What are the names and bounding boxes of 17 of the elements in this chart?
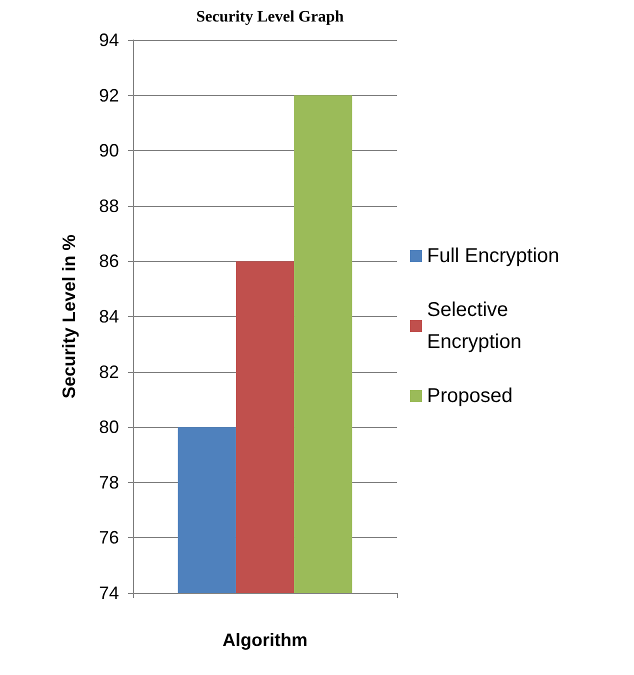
y-tick-label: 80 xyxy=(98,417,119,438)
y-tick-label: 92 xyxy=(98,85,119,106)
y-tick-label: 76 xyxy=(98,528,119,548)
legend-label: Selective Encryption xyxy=(427,299,522,353)
y-tick-label: 74 xyxy=(98,583,119,603)
y-tick-label: 84 xyxy=(98,306,119,326)
y-axis-title: Security Level in % xyxy=(59,234,79,399)
y-tick-label: 78 xyxy=(98,472,119,492)
y-tick-label: 90 xyxy=(98,140,119,161)
x-axis-title: Algorithm xyxy=(222,630,308,650)
legend-label: Proposed xyxy=(427,385,513,407)
chart-title: Security Level Graph xyxy=(196,8,344,26)
y-tick-label: 82 xyxy=(98,362,119,382)
y-tick-label: 88 xyxy=(98,196,119,216)
y-tick-label: 86 xyxy=(98,251,119,272)
legend-label: Full Encryption xyxy=(427,245,560,267)
y-tick-label: 94 xyxy=(98,30,119,50)
